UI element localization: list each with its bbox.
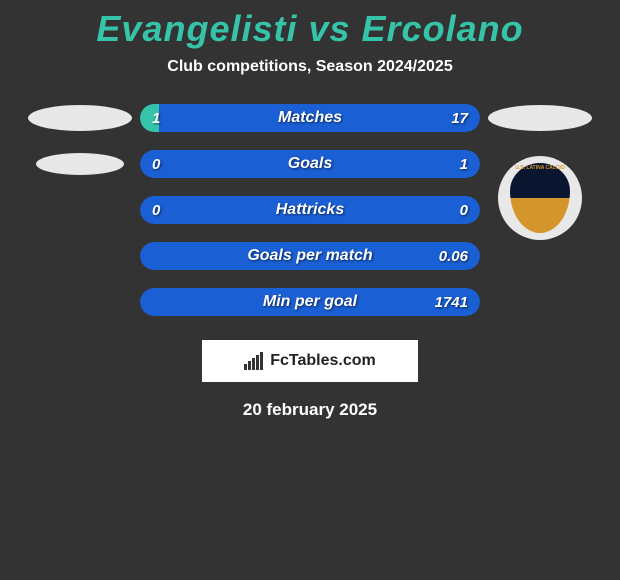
comparison-card: Evangelisti vs Ercolano Club competition… — [0, 0, 620, 420]
placeholder-logo-icon — [36, 153, 124, 175]
stat-left-value: 1 — [152, 110, 160, 127]
stat-right-value: 0 — [460, 202, 468, 219]
stat-bar: 1 Matches 17 — [140, 104, 480, 132]
stat-row: 0 Goals 1 U.S. LATINA CALCIO — [0, 150, 620, 178]
left-logo-slot — [20, 105, 140, 131]
attribution-box: FcTables.com — [202, 340, 418, 382]
stat-bar: 0 Hattricks 0 — [140, 196, 480, 224]
stat-right-value: 17 — [451, 110, 468, 127]
stat-right-value: 1741 — [435, 294, 468, 311]
placeholder-logo-icon — [488, 105, 592, 131]
chart-icon — [244, 352, 264, 370]
stat-row: Min per goal 1741 — [0, 288, 620, 316]
attribution-text: FcTables.com — [270, 352, 376, 370]
stat-bar: 0 Goals 1 — [140, 150, 480, 178]
title-left: Evangelisti — [96, 8, 297, 49]
subtitle: Club competitions, Season 2024/2025 — [0, 58, 620, 76]
badge-text: U.S. LATINA CALCIO — [515, 165, 564, 171]
stat-row: 1 Matches 17 — [0, 104, 620, 132]
stat-label: Goals per match — [247, 247, 372, 265]
date-text: 20 february 2025 — [0, 400, 620, 420]
page-title: Evangelisti vs Ercolano — [0, 8, 620, 50]
stat-right-value: 1 — [460, 156, 468, 173]
title-vs: vs — [297, 8, 361, 49]
stat-right-value: 0.06 — [439, 248, 468, 265]
stat-label: Hattricks — [276, 201, 344, 219]
placeholder-logo-icon — [28, 105, 132, 131]
left-logo-slot — [20, 153, 140, 175]
right-logo-slot — [480, 105, 600, 131]
club-badge-icon: U.S. LATINA CALCIO — [498, 156, 582, 240]
stat-label: Min per goal — [263, 293, 357, 311]
stat-bar: Goals per match 0.06 — [140, 242, 480, 270]
stat-row: Goals per match 0.06 — [0, 242, 620, 270]
stat-label: Matches — [278, 109, 342, 127]
stat-left-value: 0 — [152, 156, 160, 173]
stat-label: Goals — [288, 155, 332, 173]
title-right: Ercolano — [362, 8, 524, 49]
stat-left-value: 0 — [152, 202, 160, 219]
stat-bar: Min per goal 1741 — [140, 288, 480, 316]
